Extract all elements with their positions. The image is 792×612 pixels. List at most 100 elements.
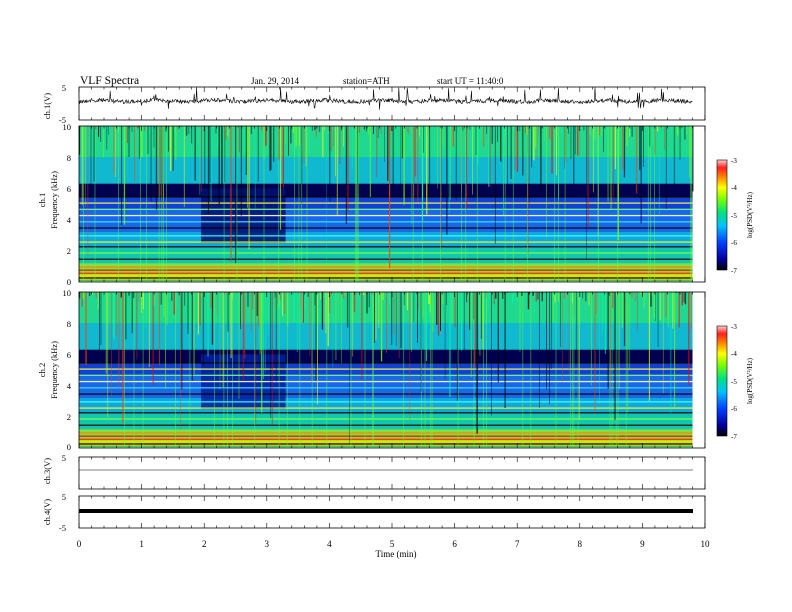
spectrogram-streak — [87, 126, 89, 257]
spectrogram-streak — [349, 292, 350, 445]
x-tick-label: 1 — [139, 539, 144, 549]
spectrogram-streak — [489, 126, 491, 188]
spectrogram-streak — [639, 126, 641, 170]
spectrogram-streak — [115, 292, 117, 336]
spectrogram-streak — [332, 292, 334, 368]
spectrogram-streak — [79, 126, 81, 155]
spectrogram-streak — [470, 292, 472, 378]
spectrogram-streak — [339, 126, 341, 165]
spectrogram-streak — [138, 126, 140, 159]
x-ticks — [78, 457, 706, 489]
spectrogram-streak — [657, 292, 659, 348]
spectrogram-sferic — [278, 292, 280, 448]
spectrogram-streak — [668, 126, 670, 128]
ch2-spec-ytick-0: 0 — [67, 442, 71, 452]
spectrogram-streak — [466, 126, 468, 210]
spectrogram-streak — [99, 292, 100, 357]
spectrogram-streak — [118, 292, 120, 389]
spectrogram-streak — [170, 126, 172, 171]
spectrogram-streak — [461, 292, 463, 351]
spectrogram-streak — [506, 292, 508, 294]
spectrogram-streak — [376, 126, 378, 178]
spectrogram-streak — [168, 126, 169, 152]
spectrogram-streak — [659, 292, 661, 321]
spectrogram-streak — [556, 126, 557, 176]
spectrogram-streak — [532, 292, 534, 296]
spectrogram-streak — [114, 126, 116, 178]
spectrogram-streak — [217, 292, 219, 315]
ch1-cbar-tick-m4: -4 — [731, 184, 737, 192]
ch2-cbar-tick-m7: -7 — [731, 433, 737, 441]
spectrogram-streak — [652, 126, 654, 146]
spectrogram-streak — [221, 126, 223, 185]
spectrogram-streak — [131, 292, 133, 334]
spectrogram-line — [79, 445, 693, 447]
spectrogram-streak — [456, 292, 458, 401]
spectrogram-streak — [526, 126, 528, 135]
spectrogram-streak — [271, 126, 272, 170]
spectrogram-streak — [254, 126, 256, 211]
spectrogram-sferic — [609, 292, 611, 448]
spectrogram-sferic — [440, 126, 442, 282]
spectrogram-streak — [469, 292, 471, 330]
spectrogram-streak — [275, 292, 277, 382]
spectrogram-band — [79, 413, 693, 430]
spectrogram-streak — [225, 126, 227, 140]
spectrogram-streak — [269, 126, 271, 171]
spectrogram-streak — [531, 126, 533, 168]
spectrogram-streak — [551, 126, 553, 174]
spectrogram-streak — [535, 126, 537, 148]
ch1-cbar-tick-m3: -3 — [731, 157, 737, 165]
ch2-spec-ytick-6: 6 — [67, 350, 71, 360]
spectrogram-streak — [400, 126, 401, 195]
spectrogram-sferic — [461, 126, 462, 282]
spectrogram-streak — [122, 292, 124, 424]
spectrogram-streak — [392, 126, 394, 188]
spectrogram-streak — [336, 126, 338, 216]
spectrogram-streak — [411, 126, 413, 225]
spectrogram-line — [79, 443, 693, 445]
spectrogram-streak — [191, 292, 193, 381]
spectrogram-streak — [305, 126, 307, 167]
spectrogram-streak — [307, 292, 309, 297]
spectrogram-line — [79, 266, 693, 268]
spectrogram-streak — [165, 126, 167, 132]
spectrogram-sferic — [133, 292, 135, 448]
spectrogram-sferic — [486, 292, 487, 448]
spectrogram-streak — [655, 292, 656, 322]
spectrogram-streak — [466, 292, 468, 303]
spectrogram-streak — [358, 126, 361, 133]
ch1-spectrogram-heatmap — [79, 126, 694, 282]
spectrogram-streak — [670, 292, 672, 413]
spectrogram-streak — [653, 292, 655, 319]
spectrogram-streak — [442, 126, 444, 146]
spectrogram-line — [79, 208, 693, 210]
spectrogram-streak — [287, 292, 289, 327]
spectrogram-streak — [549, 292, 550, 405]
spectrogram-streak — [261, 292, 263, 413]
spectrogram-sferic — [512, 126, 514, 282]
spectrogram-streak — [480, 126, 482, 141]
spectrogram-streak — [487, 292, 489, 310]
spectrogram-streak — [277, 292, 278, 304]
spectrogram-streak — [113, 126, 115, 175]
ch1-cbar-tick-m7: -7 — [731, 267, 737, 275]
spectrogram-streak — [138, 292, 140, 302]
spectrogram-streak — [335, 292, 337, 360]
spectrogram-streak — [527, 126, 529, 254]
spectrogram-streak — [679, 126, 681, 160]
spectrogram-sferic — [650, 126, 651, 282]
spectrogram-streak — [672, 292, 674, 329]
spectrogram-streak — [448, 126, 450, 213]
spectrogram-streak — [296, 292, 298, 353]
spectrogram-sferic — [299, 292, 301, 448]
spectrogram-streak — [474, 126, 476, 151]
spectrogram-streak — [658, 126, 660, 217]
spectrogram-sferic — [294, 126, 295, 282]
spectrogram-streak — [90, 126, 92, 197]
spectrogram-streak — [604, 292, 606, 354]
spectrogram-streak — [479, 292, 481, 356]
spectrogram-streak — [476, 292, 478, 434]
x-tick-label: 9 — [640, 539, 645, 549]
